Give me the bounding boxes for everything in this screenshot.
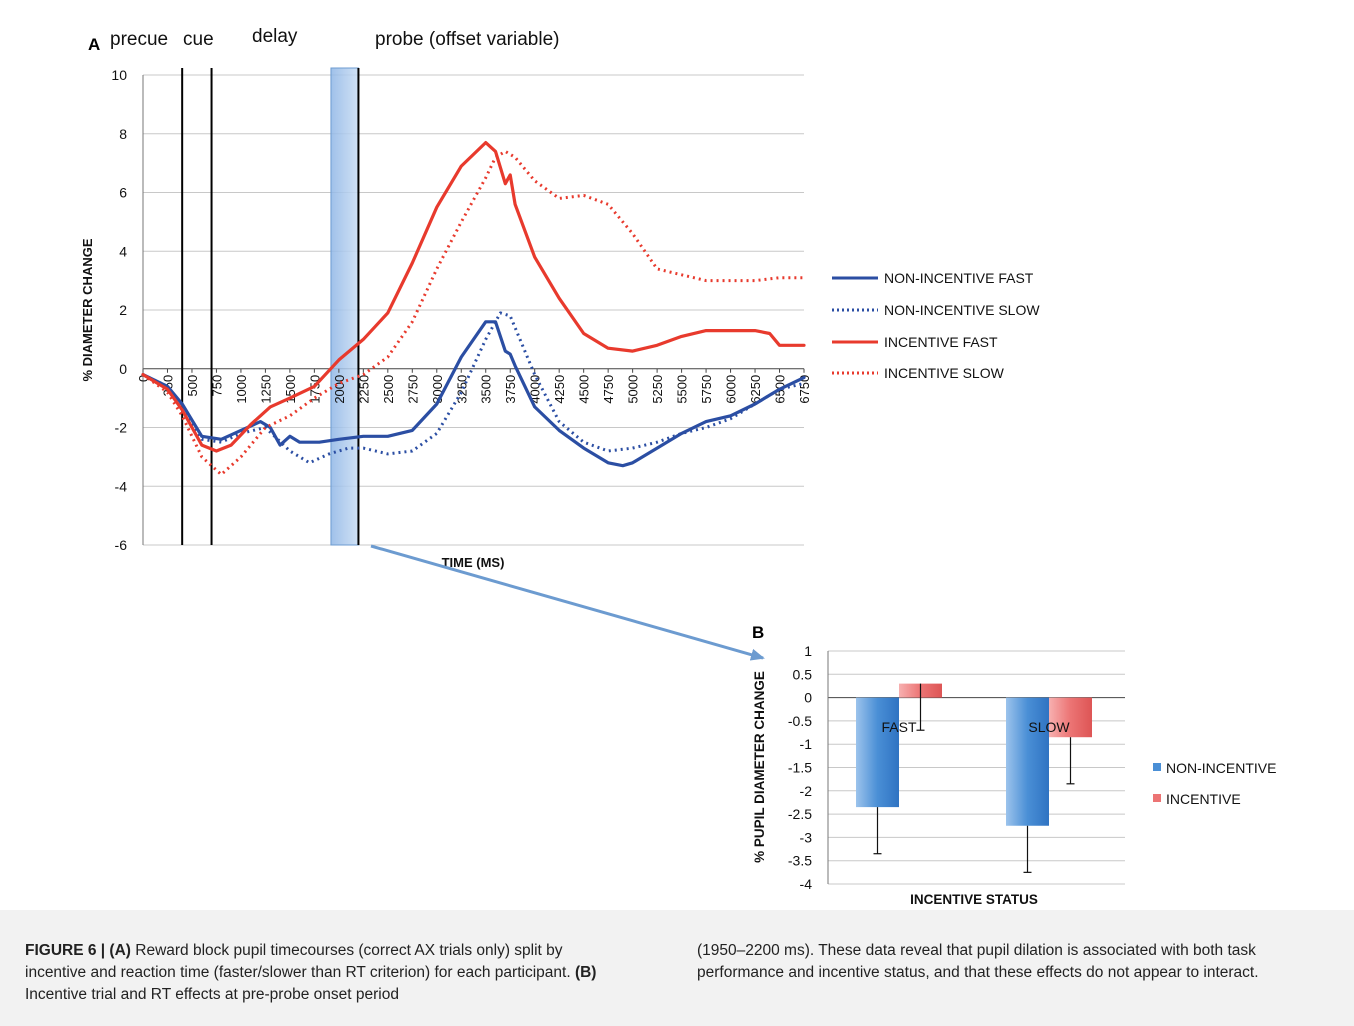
y-tick-label: 0 [119,361,127,377]
y-tick-label: -0.5 [788,713,812,729]
panel-a-series [141,141,806,476]
panel-a-x-axis-label: TIME (MS) [442,555,505,570]
legend-label-inc-slow: INCENTIVE SLOW [884,365,1005,381]
panel-a-letter: A [88,35,100,54]
category-label: SLOW [1028,719,1070,735]
panel-a-gridlines [142,67,804,546]
x-tick-label: 6000 [724,375,739,404]
phase-label-precue: precue [110,29,168,50]
y-tick-label: -3.5 [788,853,812,869]
y-tick-label: 6 [119,185,127,201]
y-tick-label: -4 [800,876,813,892]
x-tick-label: 0 [136,375,151,382]
panel-b-y-tick-labels: 1 0.5 0 -0.5 -1 -1.5 -2 -2.5 -3 -3.5 -4 [788,643,812,892]
series-line-non-incentive-fast [141,320,806,468]
caption-text-a: Reward block pupil timecourses (correct … [25,942,575,981]
y-tick-label: -2.5 [788,806,812,822]
x-tick-label: 1000 [234,375,249,404]
y-tick-label: -4 [115,478,128,494]
series-line-incentive-slow [142,149,804,476]
y-tick-label: -6 [115,537,128,553]
x-tick-label: 1250 [258,375,273,404]
x-tick-label: 2000 [332,375,347,404]
phase-label-probe: probe (offset variable) [375,29,559,50]
legend-label-inc-fast: INCENTIVE FAST [884,334,998,350]
x-tick-label: 3750 [503,375,518,404]
y-tick-label: -2 [115,420,128,436]
panel-a-y-tick-labels: 10 8 6 4 2 0 -2 -4 -6 [111,67,127,553]
y-tick-label: -3 [800,829,813,845]
caption-figure-label: FIGURE 6 | (A) [25,942,131,959]
legend-label-noninc-slow: NON-INCENTIVE SLOW [884,302,1040,318]
panel-a-y-axis-label: % DIAMETER CHANGE [80,238,95,381]
legend-label-noninc-fast: NON-INCENTIVE FAST [884,270,1034,286]
y-tick-label: 10 [111,67,127,83]
panel-b-bars [856,683,1092,873]
y-tick-label: 0.5 [793,666,813,682]
y-tick-label: -1 [800,736,813,752]
caption-text-b: Incentive trial and RT effects at pre-pr… [25,986,399,1003]
x-tick-label: 2250 [356,375,371,404]
y-tick-label: 4 [119,243,127,259]
y-tick-label: 1 [804,643,812,659]
caption-panel-b-label: (B) [574,964,597,981]
panel-b-letter: B [752,623,764,642]
panel-b-x-axis-label: INCENTIVE STATUS [910,892,1038,907]
x-tick-label: 6750 [797,375,812,404]
highlight-window [330,67,359,546]
y-tick-label: -1.5 [788,760,812,776]
panel-b-y-axis-label: % PUPIL DIAMETER CHANGE [752,671,767,863]
category-label: FAST [881,719,916,735]
x-tick-label: 5000 [626,375,641,404]
series-line-non-incentive-slow [142,311,805,465]
x-tick-label: 750 [209,375,224,397]
x-tick-label: 4500 [577,375,592,404]
bar-non-incentive-fast [856,697,899,808]
phase-label-delay: delay [252,26,298,47]
zoom-arrow [370,544,765,661]
x-tick-label: 2500 [381,375,396,404]
panel-a-line-chart: A precue cue delay probe (offset variabl… [80,26,1040,570]
legend-label-nonincentive: NON-INCENTIVE [1166,760,1276,776]
phase-label-cue: cue [183,29,214,50]
panel-b-bar-chart: B 1 0.5 0 -0.5 -1 -1.5 -2 -2.5 -3 -3.5 -4 FAST SLOW… [752,623,1276,907]
figure-caption: FIGURE 6 | (A) Reward block pupil timeco… [0,910,1354,1026]
x-tick-label: 2750 [405,375,420,404]
y-tick-label: -2 [800,783,813,799]
x-tick-label: 3500 [479,375,494,404]
caption-right-column: (1950–2200 ms). These data reveal that p… [697,942,1259,981]
x-tick-label: 3250 [454,375,469,404]
panel-a-event-markers [181,68,360,545]
x-tick-label: 500 [185,375,200,397]
x-tick-label: 5250 [650,375,665,404]
legend-label-incentive: INCENTIVE [1166,791,1241,807]
bar-non-incentive-slow [1006,697,1049,826]
legend-swatch-incentive [1153,794,1161,802]
panel-b-gridlines [827,650,1125,885]
x-tick-label: 5500 [675,375,690,404]
x-tick-label: 5750 [699,375,714,404]
bar-incentive-slow [1049,697,1092,738]
x-tick-label: 4250 [552,375,567,404]
series-line-incentive-fast [141,141,806,453]
x-tick-label: 6250 [748,375,763,404]
panel-b-category-labels: FAST SLOW [881,719,1070,735]
figure-canvas: A precue cue delay probe (offset variabl… [80,26,1276,907]
y-tick-label: 2 [119,302,127,318]
legend-swatch-nonincentive [1153,763,1161,771]
y-tick-label: 8 [119,126,127,142]
y-tick-label: 0 [804,690,812,706]
panel-a-x-tick-labels: 0 250 500 750 1000 1250 1500 1750 2000 2250 2500 27… [136,368,812,404]
x-tick-label: 3000 [430,375,445,404]
x-tick-label: 4750 [601,375,616,404]
panel-a-legend: NON-INCENTIVE FAST NON-INCENTIVE SLOW IN… [832,270,1040,381]
caption-left-column: FIGURE 6 | (A) Reward block pupil timeco… [25,940,625,1006]
panel-b-legend: NON-INCENTIVE INCENTIVE [1153,760,1276,807]
